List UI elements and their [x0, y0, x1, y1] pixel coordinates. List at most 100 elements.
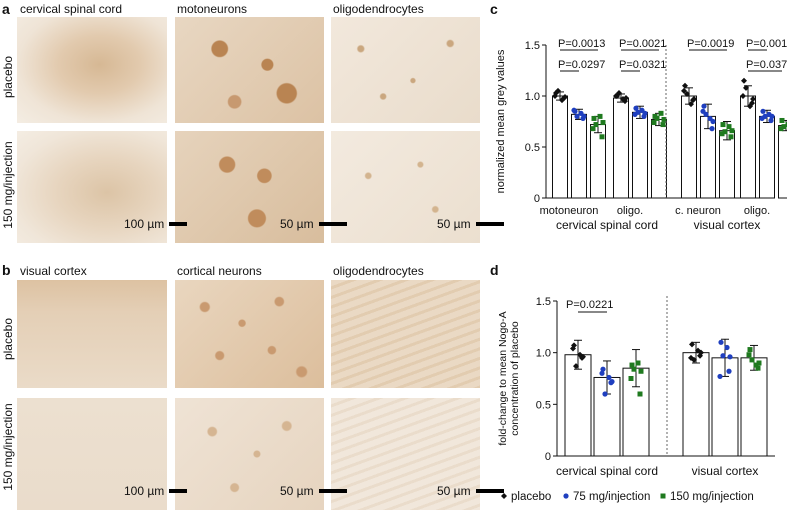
y-tick-label: 1.5 — [536, 296, 551, 308]
scale-bar-label: 100 µm — [124, 217, 165, 231]
data-point — [768, 117, 774, 124]
data-point — [741, 77, 747, 84]
y-tick-label: 0.5 — [525, 142, 540, 154]
micrograph-cervical-placebo — [17, 17, 167, 123]
data-point — [760, 108, 766, 114]
data-point — [740, 93, 746, 99]
data-point — [642, 110, 648, 116]
data-point — [606, 374, 612, 381]
micrograph-cervical-150 — [17, 131, 167, 243]
bar — [740, 357, 768, 457]
legend-label: 75 mg/injection — [573, 491, 650, 503]
data-point — [581, 113, 587, 119]
data-point — [609, 379, 615, 385]
data-point — [654, 115, 660, 121]
bar — [651, 118, 667, 199]
data-point — [746, 352, 752, 358]
data-point — [651, 120, 657, 126]
data-point — [590, 126, 596, 132]
data-point — [628, 376, 634, 381]
x-category-label: cervical spinal cord — [556, 464, 658, 478]
x-group-label: visual cortex — [694, 218, 761, 232]
data-point — [638, 368, 644, 374]
data-point — [753, 362, 759, 368]
data-point — [779, 117, 785, 123]
data-point — [600, 366, 606, 372]
bar — [613, 97, 629, 199]
data-point — [563, 493, 569, 499]
data-point — [623, 95, 629, 102]
chart-c: 0 0.5 1.0 1.5 normalized mean grey values mot… — [495, 38, 787, 232]
data-point — [781, 124, 787, 130]
data-point — [759, 115, 765, 122]
x-category-label: oligo. — [744, 205, 770, 217]
data-point — [720, 122, 726, 128]
scale-bar-a-1: 100 µm — [124, 217, 188, 231]
data-point — [629, 362, 635, 368]
data-point — [580, 353, 586, 360]
panel-a-row-150: 150 mg/injection — [1, 141, 15, 229]
p-value-annotation: P=0.0297 — [558, 59, 605, 71]
data-point — [591, 115, 597, 121]
scale-bar-a-3: 50 µm — [437, 217, 504, 231]
data-point — [600, 120, 606, 126]
chart-d: 0 0.5 1.0 1.5 fold-change to mean Nogo-Aconc… — [497, 296, 775, 503]
data-point — [637, 391, 643, 397]
panel-b-column-1: visual cortex — [20, 264, 87, 278]
y-axis-label: fold-change to mean Nogo-Aconcentration … — [497, 311, 521, 445]
panel-a-column-1: cervical spinal cord — [20, 2, 123, 16]
bar — [719, 130, 735, 199]
bar — [681, 95, 697, 199]
data-point — [684, 90, 690, 97]
data-point — [562, 94, 568, 101]
data-point — [661, 116, 667, 122]
scale-bar-b-3: 50 µm — [437, 484, 504, 498]
data-point — [616, 89, 622, 96]
data-point — [785, 122, 787, 128]
data-point — [717, 373, 723, 380]
scale-bar-b-1: 100 µm — [124, 484, 188, 498]
scale-bar-label: 50 µm — [280, 484, 314, 498]
y-tick-label: 0.5 — [536, 399, 551, 411]
scale-bar-b-2: 50 µm — [280, 484, 347, 498]
y-tick-label: 0 — [534, 193, 540, 205]
data-point — [599, 134, 605, 140]
data-point — [722, 129, 728, 135]
data-point — [710, 118, 716, 125]
data-point — [720, 353, 726, 359]
data-point — [658, 110, 664, 116]
data-point — [599, 370, 605, 376]
p-value-annotation: P=0.0221 — [566, 299, 613, 311]
data-point — [747, 103, 753, 110]
micrograph-visual-cortex-150 — [17, 398, 167, 510]
bar — [682, 352, 710, 457]
micrograph-visual-cortex-placebo — [17, 280, 167, 388]
panel-b-row-150: 150 mg/injection — [1, 403, 15, 491]
bar — [778, 125, 787, 199]
data-point — [682, 82, 688, 89]
data-point — [552, 93, 558, 99]
data-point — [727, 354, 733, 360]
data-point — [570, 345, 576, 352]
data-point — [571, 107, 577, 113]
bar — [571, 113, 587, 199]
panel-a-letter: a — [2, 1, 10, 17]
data-point — [698, 349, 704, 356]
micrograph-oligodendrocytes-150-a — [331, 131, 480, 243]
micrograph-cortical-neurons-placebo — [175, 280, 324, 388]
data-point — [633, 105, 639, 111]
data-point — [719, 131, 725, 137]
bar — [552, 95, 568, 199]
data-point — [559, 97, 565, 104]
data-point — [688, 101, 694, 108]
data-point — [593, 122, 599, 128]
panel-d-letter: d — [490, 262, 499, 278]
data-point — [660, 493, 666, 499]
micrograph-oligodendrocytes-placebo-a — [331, 17, 480, 123]
data-point — [755, 365, 761, 371]
p-value-annotation: P=0.0013 — [558, 38, 605, 50]
y-tick-label: 1.0 — [536, 348, 551, 360]
y-tick-label: 1.5 — [525, 40, 540, 52]
data-point — [728, 134, 734, 140]
micrograph-oligodendrocytes-placebo-b — [331, 280, 480, 388]
